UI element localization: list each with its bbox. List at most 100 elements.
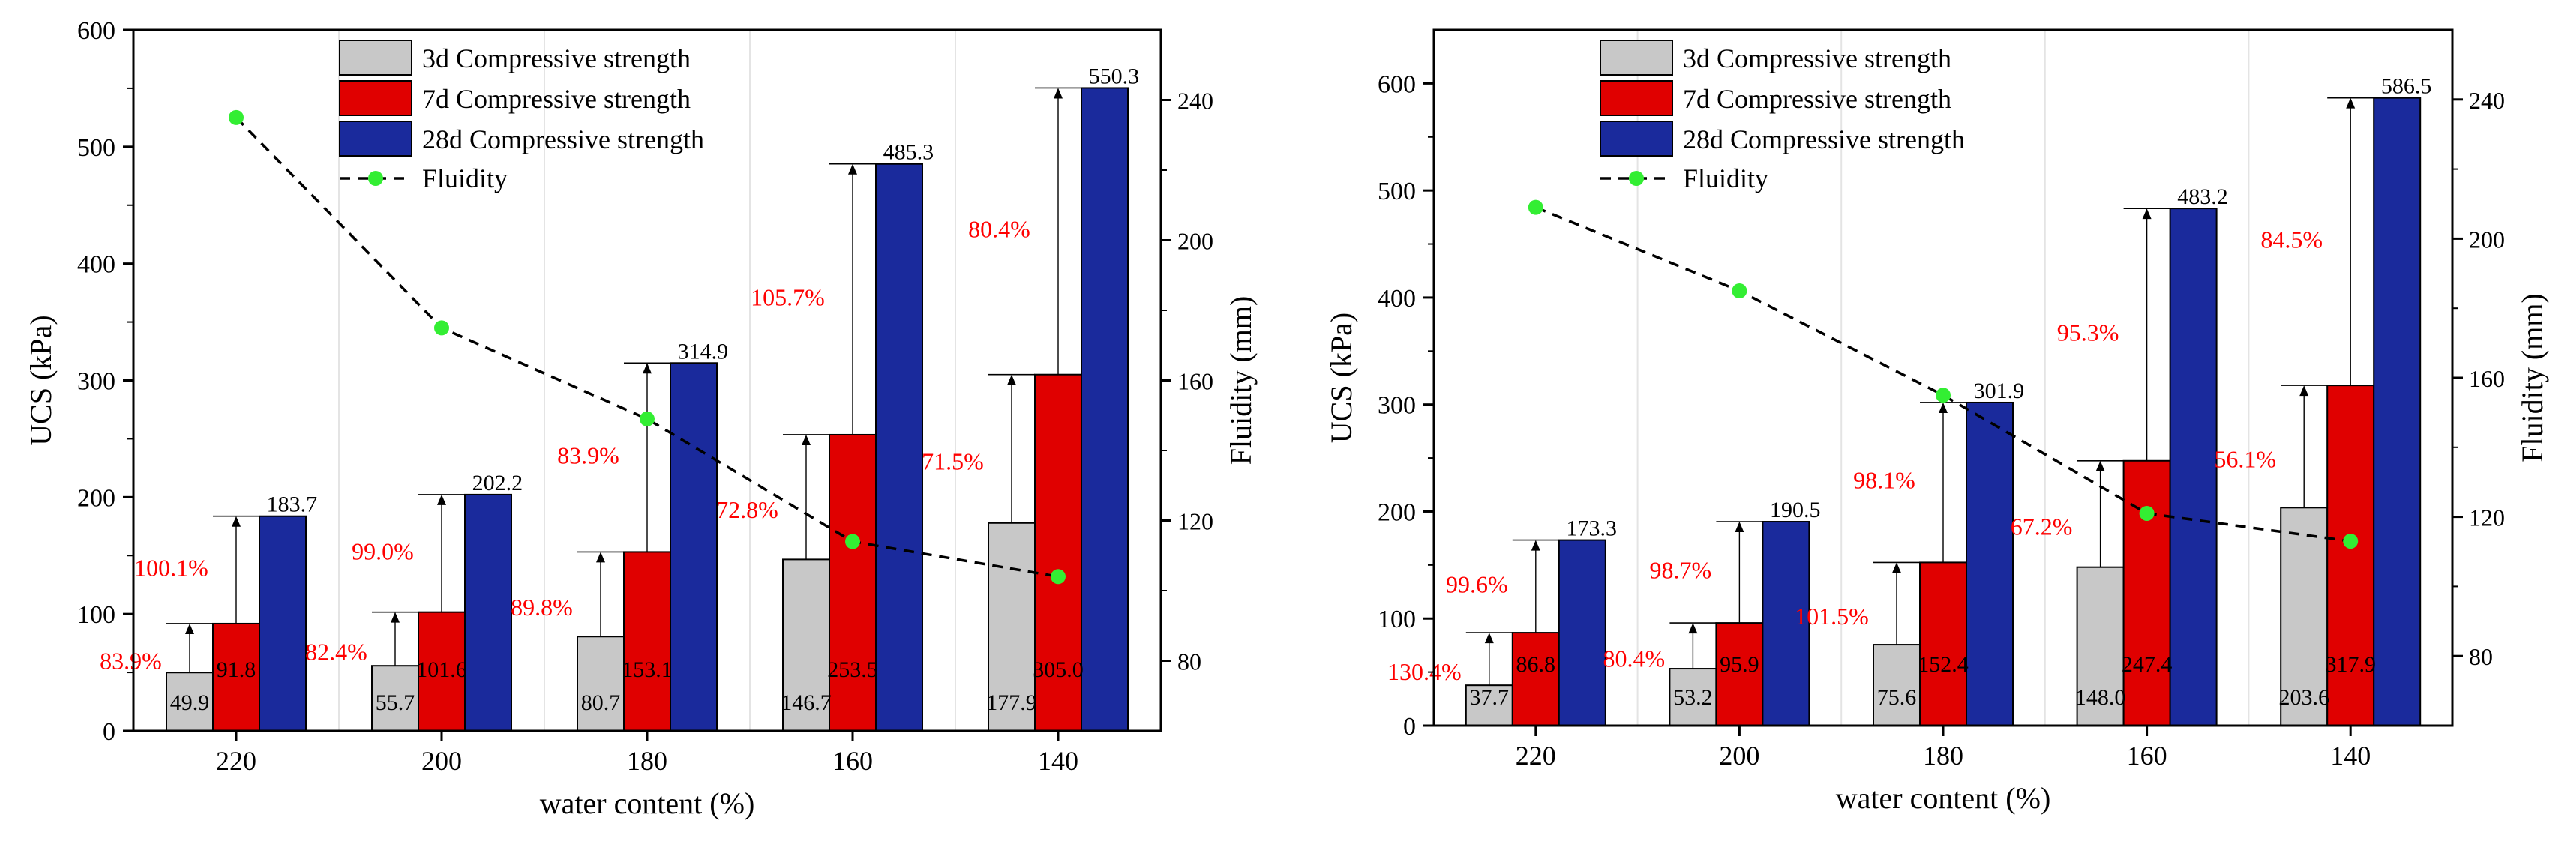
y2-axis-title: Fluidity (mm) — [1224, 296, 1258, 465]
legend: 3d Compressive strength 7d Compressive st… — [339, 40, 704, 193]
fluidity-point — [229, 109, 244, 125]
fluidity-point — [845, 534, 860, 549]
bar-7d — [418, 611, 466, 732]
y-tick-label: 0 — [1403, 713, 1416, 741]
growth-label-7d-28d: 99.0% — [352, 537, 414, 564]
growth-arrow-head — [391, 612, 400, 623]
bar-7d — [2122, 459, 2171, 727]
bar-7d — [1511, 632, 1560, 726]
growth-label-3d-7d: 71.5% — [922, 448, 984, 475]
y2-tick-label: 240 — [2469, 87, 2505, 114]
data-label-28d: 173.3 — [1566, 516, 1617, 541]
legend-label: 7d Compressive strength — [422, 84, 691, 114]
y2-tick-label: 80 — [2469, 643, 2493, 670]
growth-label-7d-28d: 99.6% — [1446, 570, 1508, 597]
fluidity-point — [434, 320, 449, 336]
bar-28d — [2373, 97, 2422, 727]
data-label-3d: 203.6 — [2278, 685, 2329, 710]
bar-28d — [875, 163, 923, 732]
growth-label-3d-7d: 67.2% — [2011, 513, 2073, 540]
y-axis-title: UCS (kPa) — [24, 315, 58, 445]
growth-label-7d-28d: 83.9% — [557, 441, 619, 468]
growth-arrow-head — [437, 494, 446, 505]
x-tick-label: 180 — [1923, 741, 1963, 771]
x-tick-label: 220 — [1516, 741, 1556, 771]
growth-arrow-head — [1735, 522, 1744, 533]
data-label-7d: 253.5 — [827, 657, 878, 682]
growth-label-3d-7d: 101.5% — [1795, 603, 1869, 630]
data-label-7d: 86.8 — [1516, 652, 1556, 677]
data-label-7d: 95.9 — [1720, 652, 1759, 677]
growth-label-3d-7d: 130.4% — [1387, 658, 1462, 685]
bar-28d — [464, 493, 512, 732]
y-tick-label: 300 — [77, 368, 115, 396]
fluidity-point — [640, 411, 655, 426]
data-label-3d: 177.9 — [986, 690, 1037, 715]
growth-arrow-head — [2095, 460, 2105, 471]
growth-label-7d-28d: 100.1% — [134, 554, 208, 581]
legend-swatch-7d — [339, 80, 412, 116]
bar-28d — [259, 515, 307, 732]
growth-arrow-head — [643, 363, 652, 374]
growth-arrow-head — [1531, 540, 1540, 551]
growth-arrow-head — [596, 552, 605, 563]
data-label-7d: 317.9 — [2325, 652, 2376, 677]
data-label-3d: 146.7 — [781, 690, 832, 715]
data-label-28d: 202.2 — [472, 471, 523, 495]
data-label-3d: 55.7 — [376, 690, 415, 715]
growth-arrow-head — [1688, 623, 1698, 634]
fluidity-line — [1535, 206, 2351, 543]
legend-swatch-7d — [1600, 80, 1673, 116]
legend: 3d Compressive strength 7d Compressive st… — [1600, 40, 1965, 193]
growth-label-3d-7d: 83.9% — [100, 648, 162, 675]
bar-3d — [1465, 684, 1513, 727]
growth-label-7d-28d: 95.3% — [2057, 319, 2119, 346]
data-label-3d: 53.2 — [1673, 685, 1713, 710]
x-tick-label: 200 — [421, 746, 462, 776]
data-label-28d: 301.9 — [1974, 379, 2025, 403]
growth-arrow-head — [848, 163, 857, 175]
y2-tick-label: 200 — [2469, 226, 2505, 253]
growth-label-7d-28d: 98.7% — [1650, 557, 1712, 584]
data-label-3d: 37.7 — [1470, 685, 1510, 710]
legend-label: 7d Compressive strength — [1683, 84, 1951, 114]
bar-7d — [2326, 385, 2375, 726]
y2-tick-label: 200 — [1177, 228, 1213, 255]
data-label-7d: 305.0 — [1033, 657, 1084, 682]
data-label-28d: 485.3 — [883, 140, 934, 165]
bar-3d — [577, 636, 625, 732]
growth-label-3d-7d: 72.8% — [716, 496, 778, 523]
y-tick-label: 400 — [1378, 285, 1416, 313]
data-label-28d: 586.5 — [2381, 74, 2432, 99]
fluidity-point — [1732, 283, 1747, 298]
data-label-7d: 91.8 — [217, 657, 256, 682]
y-tick-label: 300 — [1378, 392, 1416, 420]
legend-swatch-3d — [1600, 40, 1673, 76]
data-label-28d: 550.3 — [1089, 64, 1140, 88]
growth-arrow-head — [2142, 208, 2152, 220]
legend-label: 3d Compressive strength — [422, 43, 691, 73]
growth-arrow-head — [1484, 633, 1494, 644]
y2-axis-title: Fluidity (mm) — [2515, 293, 2549, 462]
growth-arrow-head — [185, 623, 194, 634]
bar-3d — [2076, 566, 2125, 726]
y-tick-label: 600 — [1378, 70, 1416, 98]
growth-arrow-head — [1054, 88, 1063, 99]
x-tick-label: 200 — [1719, 741, 1759, 771]
data-label-3d: 49.9 — [170, 690, 210, 715]
bar-7d — [1715, 622, 1764, 726]
growth-arrow-head — [1892, 562, 1901, 573]
x-tick-label: 160 — [2127, 741, 2167, 771]
y2-tick-label: 120 — [2469, 504, 2505, 531]
fluidity-point — [1051, 569, 1066, 585]
bar-3d — [988, 522, 1036, 732]
legend-label: Fluidity — [422, 163, 508, 193]
growth-arrow-head — [1939, 402, 1948, 413]
bar-3d — [166, 672, 214, 732]
data-label-3d: 80.7 — [581, 690, 621, 715]
y-tick-label: 400 — [77, 251, 115, 279]
growth-label-7d-28d: 98.1% — [1853, 467, 1915, 494]
y2-tick-label: 160 — [2469, 365, 2505, 392]
data-label-3d: 75.6 — [1877, 685, 1917, 710]
